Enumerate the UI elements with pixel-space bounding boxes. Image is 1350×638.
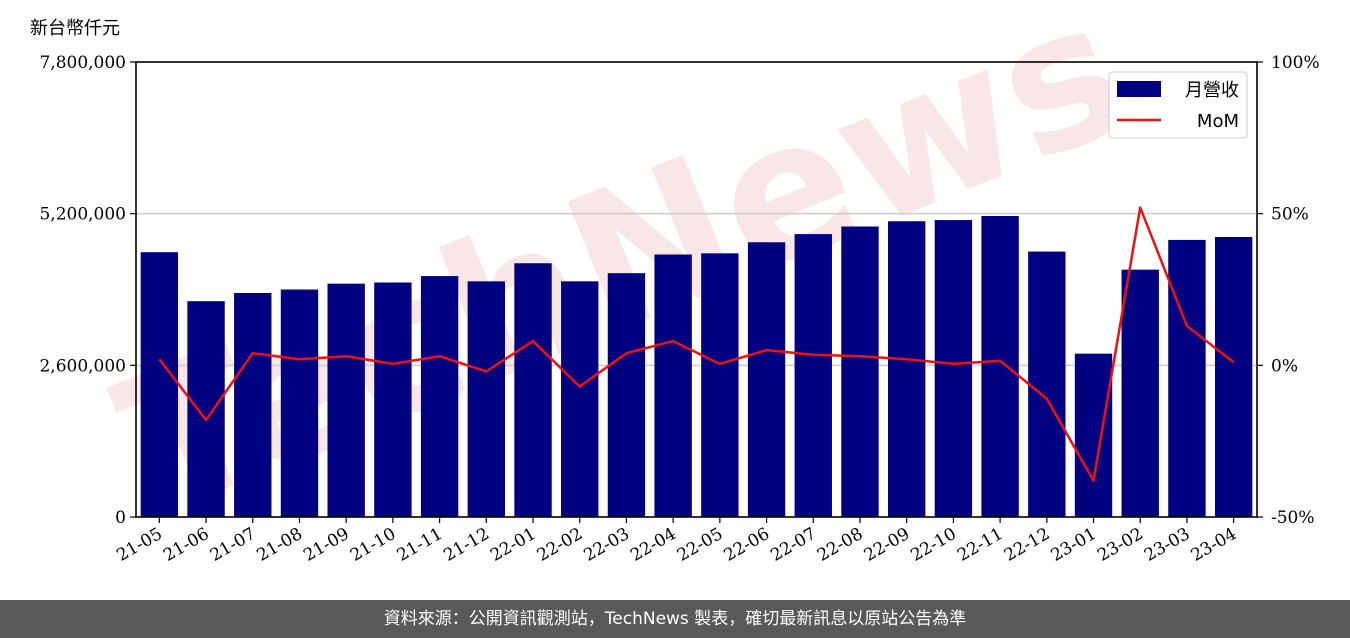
x-tick-label: 23-02 — [1094, 524, 1146, 566]
bar-22-12 — [1028, 251, 1066, 518]
x-tick-label: 23-04 — [1188, 524, 1240, 566]
bar-series — [140, 216, 1253, 518]
bar-22-10 — [934, 220, 973, 518]
bar-22-05 — [701, 253, 739, 518]
legend: 月營收 MoM — [1108, 71, 1248, 139]
x-tick-label: 21-08 — [254, 524, 306, 566]
bar-23-02 — [1121, 269, 1159, 517]
x-tick-label: 21-05 — [113, 524, 165, 566]
bar-23-01 — [1074, 353, 1113, 517]
x-tick-label: 22-10 — [907, 524, 959, 566]
bar-21-11 — [420, 276, 459, 517]
x-tick-label: 22-03 — [580, 524, 632, 566]
bar-21-09 — [327, 283, 365, 517]
legend-label-line: MoM — [1197, 111, 1239, 132]
bar-22-08 — [841, 226, 879, 517]
bar-22-11 — [981, 216, 1019, 517]
line-series — [158, 206, 1235, 482]
y-left-tick-label: 5,200,000 — [39, 205, 126, 225]
bar-22-02 — [561, 281, 599, 517]
x-tick-label: 21-10 — [347, 524, 399, 566]
bar-21-06 — [187, 301, 225, 517]
x-tick-label: 22-08 — [814, 524, 866, 566]
bar-22-09 — [888, 221, 926, 517]
x-tick-label: 21-12 — [440, 524, 492, 566]
x-tick-label: 22-02 — [534, 524, 586, 566]
x-tick-label: 21-09 — [300, 524, 352, 566]
bar-23-04 — [1214, 237, 1253, 517]
bar-21-08 — [280, 289, 319, 517]
x-tick-label: 22-06 — [721, 524, 773, 566]
x-tick-label: 22-01 — [487, 524, 539, 566]
legend-swatch-bar — [1117, 81, 1161, 97]
bar-22-03 — [607, 273, 646, 517]
x-tick-label: 22-05 — [674, 524, 726, 566]
x-tick-label: 23-01 — [1048, 524, 1100, 566]
y-left-tick-label: 7,800,000 — [39, 53, 126, 73]
bar-22-04 — [654, 254, 692, 517]
y-left-tick-label: 2,600,000 — [39, 356, 126, 376]
legend-label-bar: 月營收 — [1185, 80, 1239, 101]
y-axis-unit-label: 新台幣仟元 — [30, 18, 120, 39]
x-tick-label: 22-11 — [954, 524, 1006, 566]
bar-21-07 — [234, 293, 272, 517]
x-tick-label: 22-07 — [767, 524, 819, 566]
y-right-tick-label: -50% — [1271, 508, 1315, 528]
y-left-tick-label: 0 — [115, 508, 126, 528]
x-tick-label: 23-03 — [1141, 524, 1193, 566]
x-tick-label: 22-04 — [627, 524, 679, 566]
y-right-tick-label: 50% — [1271, 205, 1309, 225]
bar-22-01 — [514, 263, 552, 517]
bar-22-07 — [794, 234, 832, 518]
y-right-tick-label: 100% — [1271, 53, 1320, 73]
mom-line — [158, 206, 1235, 482]
grid — [136, 212, 1257, 367]
x-tick-label: 22-09 — [861, 524, 913, 566]
bar-21-12 — [467, 281, 505, 517]
x-tick-label: 22-12 — [1001, 524, 1053, 566]
y-right-tick-label: 0% — [1271, 356, 1298, 376]
bar-21-05 — [140, 252, 179, 517]
bar-22-06 — [747, 242, 786, 517]
bar-21-10 — [374, 282, 412, 517]
source-footer: 資料來源：公開資訊觀測站，TechNews 製表，確切最新訊息以原站公告為準 — [0, 600, 1350, 638]
plot-frame — [135, 61, 1258, 518]
chart: TechNews 02,600,0005,200,0007,800,000-50… — [39, 0, 1320, 566]
bar-23-03 — [1168, 239, 1206, 517]
x-tick-label: 21-11 — [394, 524, 446, 566]
